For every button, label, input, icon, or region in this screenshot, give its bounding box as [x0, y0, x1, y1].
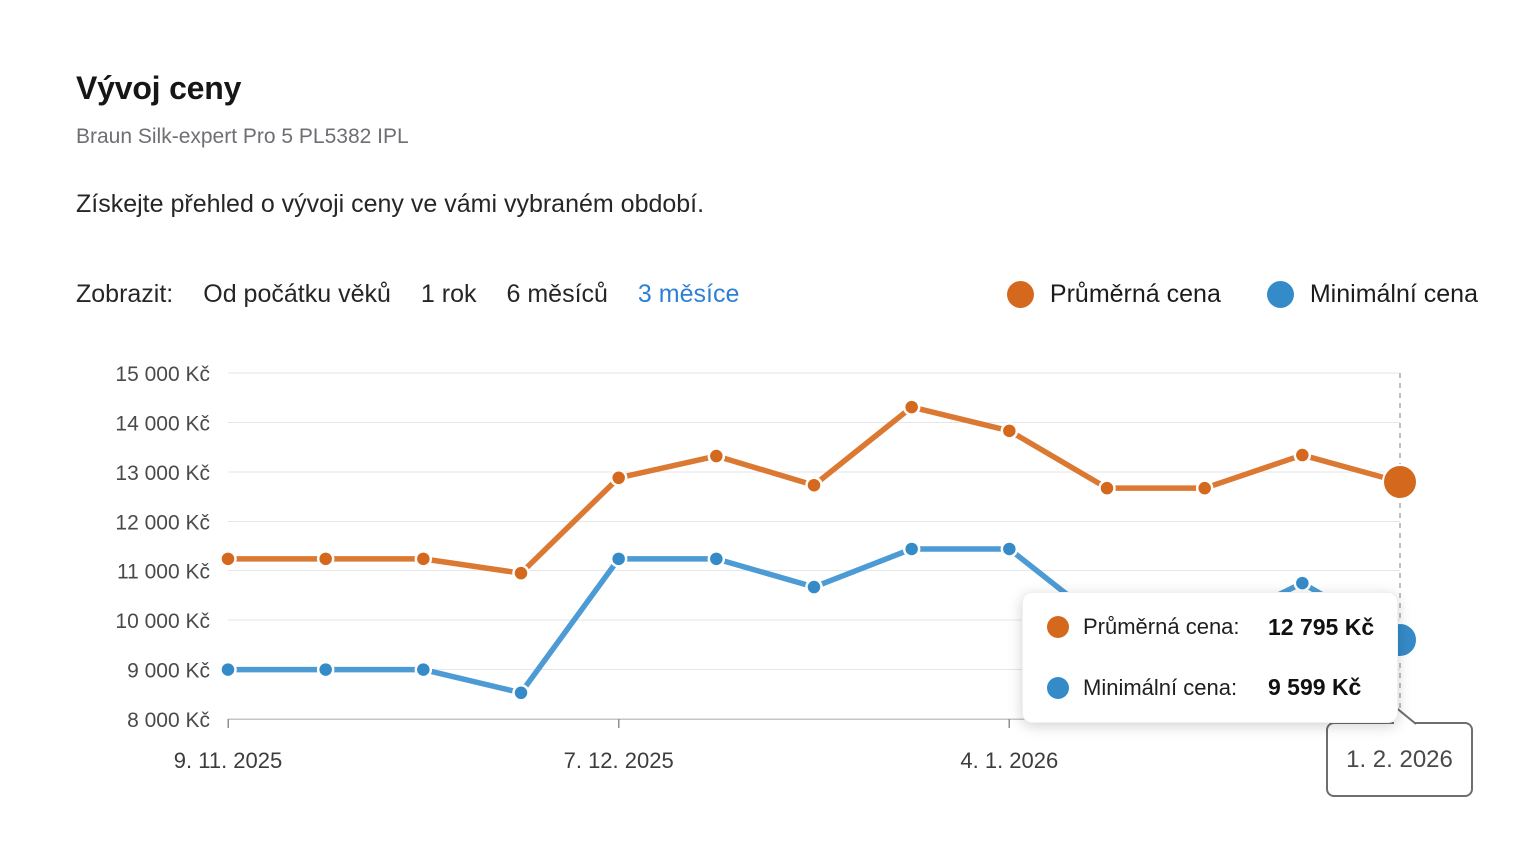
- page-title: Vývoj ceny: [76, 70, 242, 106]
- range-filters-label: Zobrazit:: [76, 279, 174, 308]
- legend-item-minimum-price: Minimální cena: [1266, 279, 1478, 309]
- minimum-price-point[interactable]: [805, 578, 823, 596]
- average-price-point[interactable]: [609, 469, 628, 487]
- tooltip-row-average-price: Průměrná cena: 12 795 Kč: [1023, 614, 1397, 641]
- x-axis-label: 9. 11. 2025: [174, 748, 282, 773]
- minimum-price-point[interactable]: [609, 550, 628, 568]
- range-option-all-time[interactable]: Od počátku věků: [203, 279, 391, 308]
- y-axis-label: 8 000 Kč: [127, 709, 210, 732]
- range-option-3-months[interactable]: 3 měsíce: [637, 279, 740, 308]
- minimum-price-dot-icon: [1266, 280, 1294, 308]
- average-price-point[interactable]: [1000, 422, 1019, 440]
- tooltip-value: 9 599 Kč: [1268, 674, 1362, 701]
- average-price-point[interactable]: [805, 476, 823, 494]
- average-price-dot-icon: [1006, 280, 1034, 308]
- x-axis-label: 4. 1. 2026: [960, 748, 1058, 773]
- y-axis-label: 12 000 Kč: [115, 511, 210, 534]
- range-option-6-months[interactable]: 6 měsíců: [506, 279, 608, 308]
- average-price-point-highlighted[interactable]: [1382, 463, 1418, 500]
- average-price-point[interactable]: [1195, 479, 1214, 497]
- range-filters: Zobrazit: Od počátku věků 1 rok 6 měsíců…: [76, 280, 739, 309]
- minimum-price-point[interactable]: [316, 660, 335, 679]
- minimum-price-point[interactable]: [219, 660, 237, 679]
- range-option-1-year[interactable]: 1 rok: [420, 279, 477, 308]
- y-axis-label: 10 000 Kč: [115, 610, 210, 633]
- tooltip-label: Minimální cena:: [1083, 674, 1238, 700]
- minimum-price-point[interactable]: [1000, 540, 1019, 558]
- tooltip-label: Průměrná cena:: [1083, 614, 1240, 640]
- average-price-point[interactable]: [707, 447, 726, 465]
- y-axis-label: 11 000 Kč: [117, 561, 210, 584]
- minimum-price-point[interactable]: [902, 540, 921, 558]
- average-price-dot-icon: [1047, 616, 1069, 639]
- chart-tooltip: Průměrná cena: 12 795 Kč Minimální cena:…: [1022, 592, 1398, 723]
- average-price-point[interactable]: [512, 564, 530, 582]
- product-name: Braun Silk-expert Pro 5 PL5382 IPL: [76, 125, 409, 148]
- tooltip-value: 12 795 Kč: [1268, 613, 1375, 640]
- minimum-price-point[interactable]: [414, 660, 433, 679]
- x-axis-label: 7. 12. 2025: [564, 748, 674, 773]
- minimum-price-dot-icon: [1047, 676, 1069, 699]
- section-description: Získejte přehled o vývoji ceny ve vámi v…: [76, 190, 705, 218]
- crosshair-date-label: 1. 2. 2026: [1326, 722, 1473, 797]
- legend-label: Minimální cena: [1309, 279, 1478, 308]
- average-price-point[interactable]: [219, 550, 237, 568]
- minimum-price-point[interactable]: [1293, 574, 1312, 592]
- average-price-point[interactable]: [414, 550, 433, 568]
- y-axis-label: 9 000 Kč: [127, 660, 210, 683]
- chart-controls: Zobrazit: Od počátku věků 1 rok 6 měsíců…: [76, 278, 1478, 310]
- average-price-point[interactable]: [902, 398, 921, 416]
- tooltip-row-minimum-price: Minimální cena: 9 599 Kč: [1023, 674, 1397, 701]
- legend-item-average-price: Průměrná cena: [1006, 279, 1221, 309]
- crosshair-date-text: 1. 2. 2026: [1346, 745, 1453, 773]
- average-price-point[interactable]: [316, 550, 335, 568]
- y-axis-label: 14 000 Kč: [115, 412, 210, 435]
- minimum-price-point[interactable]: [512, 684, 530, 702]
- chart-legend: Průměrná cena Minimální cena: [1006, 279, 1478, 309]
- average-price-point[interactable]: [1098, 479, 1116, 497]
- y-axis-label: 13 000 Kč: [115, 462, 210, 485]
- legend-label: Průměrná cena: [1049, 279, 1221, 308]
- average-price-point[interactable]: [1293, 446, 1312, 464]
- minimum-price-point[interactable]: [707, 550, 726, 568]
- y-axis-label: 15 000 Kč: [115, 363, 210, 386]
